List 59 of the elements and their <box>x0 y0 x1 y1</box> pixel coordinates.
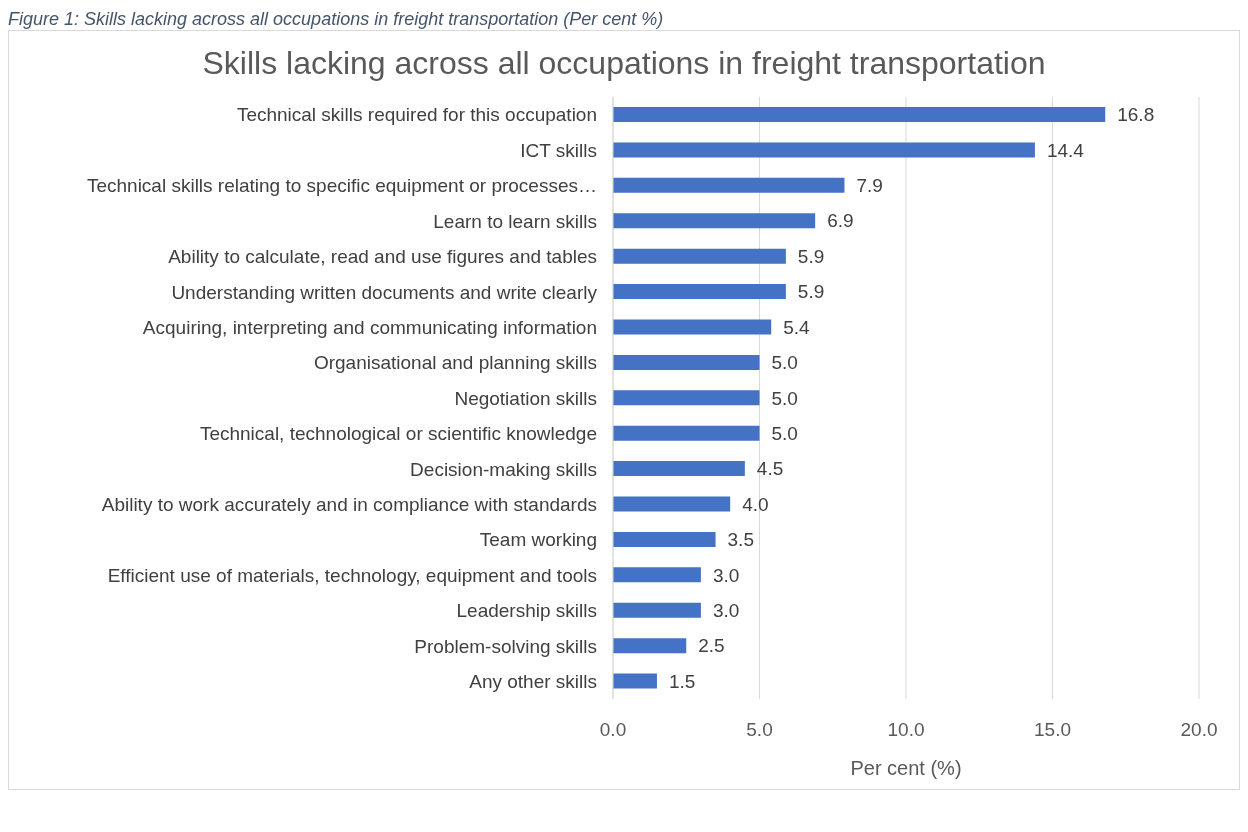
x-tick-label: 15.0 <box>1034 719 1071 741</box>
data-label: 5.4 <box>783 316 811 338</box>
bar <box>613 248 786 264</box>
data-label: 5.0 <box>771 352 798 374</box>
caption: Figure 1: Skills lacking across all occupations in freight transportation (Per cent %) <box>8 8 665 30</box>
y-tick-label: ICT skills <box>520 139 597 161</box>
bar <box>613 673 657 689</box>
bar <box>613 284 786 300</box>
data-label: 2.5 <box>698 635 725 657</box>
bar <box>613 425 760 441</box>
data-label: 5.9 <box>797 281 825 303</box>
y-tick-label: Organisational and planning skills <box>313 352 597 374</box>
x-axis-title: Per cent (%) <box>850 757 962 779</box>
bar <box>613 390 760 406</box>
data-label: 16.8 <box>1117 104 1155 126</box>
y-tick-label: Problem-solving skills <box>414 635 597 657</box>
bar <box>613 461 745 477</box>
x-tick-label: 20.0 <box>1180 719 1218 741</box>
x-tick-label: 0.0 <box>599 719 627 741</box>
data-label: 6.9 <box>827 210 854 232</box>
chart-title: Skills lacking across all occupations in freight transportation <box>201 44 1047 83</box>
data-label: 4.5 <box>756 458 784 480</box>
y-tick-label: Any other skills <box>469 671 597 693</box>
y-tick-label: Technical skills required for this occupation <box>236 104 597 126</box>
data-label: 3.0 <box>712 564 740 586</box>
bar <box>613 177 845 193</box>
y-tick-label: Technical skills relating to specific equipment or processes… <box>86 175 597 197</box>
y-tick-label: Understanding written documents and write clearly <box>171 281 598 303</box>
y-tick-label: Acquiring, interpreting and communicating information <box>142 316 597 338</box>
bar <box>613 142 1035 158</box>
x-tick-label: 5.0 <box>746 719 773 741</box>
data-label: 4.0 <box>742 493 769 515</box>
bar <box>613 496 731 512</box>
data-label: 3.0 <box>712 600 740 622</box>
y-tick-label: Decision-making skills <box>410 458 597 480</box>
bar <box>613 531 716 547</box>
y-tick-label: Technical, technological or scientific knowledge <box>199 423 597 445</box>
x-tick-label: 10.0 <box>887 719 925 741</box>
y-tick-label: Ability to work accurately and in compliance with standards <box>101 493 597 515</box>
y-tick-label: Team working <box>479 529 597 551</box>
y-tick-label: Negotiation skills <box>454 387 597 409</box>
bar <box>613 638 687 654</box>
data-label: 1.5 <box>668 670 696 692</box>
y-tick-label: Leadership skills <box>456 600 597 622</box>
y-tick-label: Ability to calculate, read and use figures and tables <box>168 246 597 268</box>
bar <box>613 602 701 618</box>
data-label: 3.5 <box>727 529 754 551</box>
data-label: 5.9 <box>797 245 825 267</box>
data-label: 5.0 <box>771 387 798 409</box>
data-label: 14.4 <box>1046 139 1085 161</box>
data-label: 5.0 <box>771 422 798 444</box>
data-label: 7.9 <box>856 175 883 197</box>
y-tick-label: Learn to learn skills <box>433 210 597 232</box>
y-tick-label: Efficient use of materials, technology, equipment and tools <box>107 564 597 586</box>
bar <box>613 107 1106 122</box>
bar <box>613 567 701 583</box>
bar <box>613 213 816 229</box>
bar <box>613 354 760 370</box>
bar <box>613 319 772 335</box>
